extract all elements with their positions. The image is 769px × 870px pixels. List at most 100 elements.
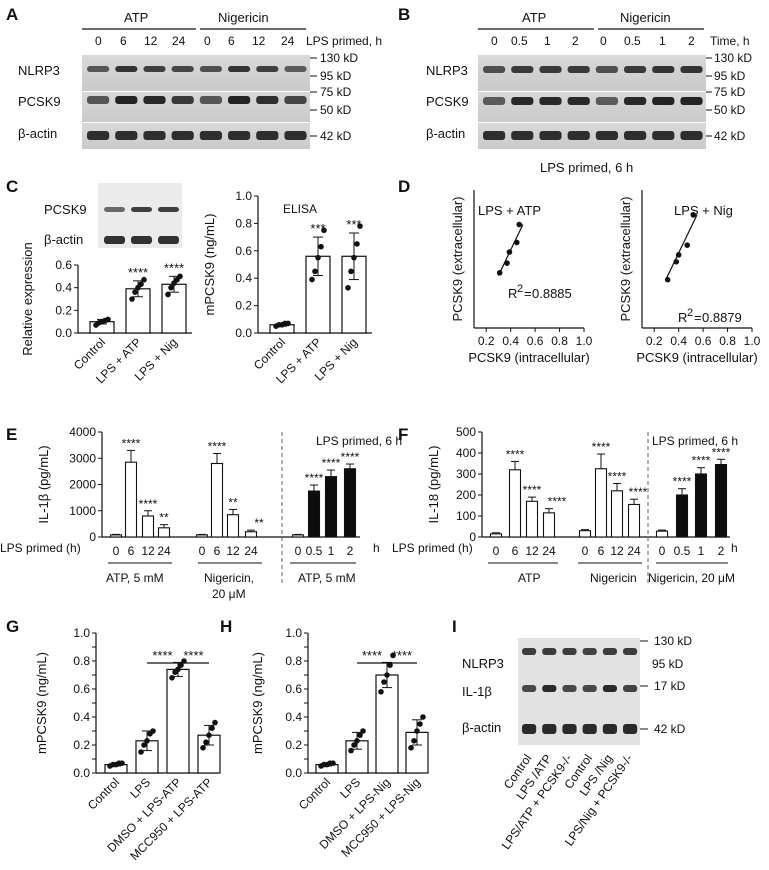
bar [675,494,689,538]
blot-band [522,648,537,655]
a-time-2: 6 [120,34,127,48]
blot-band [483,97,506,105]
data-point [348,268,354,275]
data-point [169,675,175,681]
e-h-unit: h [373,541,380,555]
b-header-suffix: Time, h [710,34,750,48]
data-point [203,739,209,745]
y-tick-label: 2000 [69,478,96,492]
b-mw-50: 50 kD [714,103,746,117]
blot-band [680,131,703,140]
blot-band [115,66,138,72]
blot-band [624,97,647,105]
blot-band [542,685,557,692]
bar [627,503,641,538]
x-tick-label: 0 [582,544,589,558]
data-point [684,242,691,248]
data-point [351,254,357,261]
blot-band [602,648,617,655]
data-point [357,223,363,229]
f-inset-label: LPS primed, 6 h [652,434,738,448]
svg-text:=: = [694,310,702,325]
bar [508,469,522,538]
y-tick-label: 100 [456,509,476,523]
blot-band [595,66,618,73]
blot-band [158,207,179,212]
significance-stars: **** [673,475,692,489]
y-tick-label: 0.4 [55,281,72,295]
b-row-nlrp3: NLRP3 [426,63,468,78]
a-row-actin: β-actin [18,126,57,141]
blot-band [623,648,638,655]
panel-i-blot: NLRP3 IL-1β β-actin 130 kD 95 kD 17 kD 4… [462,634,692,852]
y-axis-label: IL-1β (pg/mL) [36,445,51,523]
y-tick-label: 0.6 [235,244,252,258]
y-axis-label: mPCSK9 (ng/mL) [202,214,217,316]
x-tick-label: 0 [295,544,302,558]
e-group2b: 20 μM [212,587,246,601]
a-time-8: 24 [281,34,295,48]
svg-text:R: R [508,286,517,301]
y-tick-label: 0.0 [285,766,302,780]
y-tick-label: 0.4 [73,710,90,724]
x-tick-label: 0 [659,544,666,558]
blot-band [87,131,110,140]
b-mw-75: 75 kD [714,85,746,99]
svg-text:2: 2 [687,307,693,319]
blot-band [228,131,251,140]
b-time-6: 0.5 [624,34,641,48]
y-tick-label: 3000 [69,451,96,465]
blot-band [652,97,675,105]
blot-band [623,724,638,734]
a-mw-50: 50 kD [320,103,352,117]
data-point [285,320,291,327]
bar [125,288,151,334]
data-point [177,273,183,280]
x-tick-label: 1 [698,544,705,558]
panel-label-c: C [6,177,18,196]
data-point [150,728,156,734]
significance-stars: ** [228,495,238,509]
x-tick-label: 0.5 [306,544,323,558]
c-elisa-label: ELISA [283,202,317,216]
f-group3: Nigericin, 20 μM [648,571,735,585]
data-point [144,738,150,744]
bar [166,668,190,774]
panel-label-a: A [6,5,18,24]
blot-band [284,131,307,140]
e-group1: ATP, 5 mM [106,571,164,585]
bar [124,461,138,538]
data-point [420,714,426,720]
y-tick-label: 200 [456,488,476,502]
blot-band [131,207,152,212]
a-time-5: 0 [204,34,211,48]
data-point [141,742,147,748]
blot-band [562,648,577,655]
i-row-il1b: IL-1β [462,684,492,699]
data-point [315,254,321,261]
x-tick-label: 1.0 [744,334,761,348]
blot-band [256,131,279,140]
y-tick-label: 0.2 [55,303,72,317]
blot-band [542,648,557,655]
b-time-8: 2 [688,34,695,48]
y-axis-label: PCSK9 (extracellular) [450,197,465,322]
blot-band [623,685,638,692]
blot-band [228,96,251,104]
blot-band [143,131,166,140]
y-axis-label: Relative expression [20,242,35,355]
y-tick-label: 1.0 [285,626,302,640]
x-tick-label: Control [85,775,122,812]
panel-label-e: E [6,425,17,444]
b-caption: LPS primed, 6 h [540,160,633,175]
x-tick-label: 12 [226,544,240,558]
blot-band [256,96,279,104]
blot-band [567,131,590,140]
blot-band [539,131,562,140]
blot-band [199,131,222,140]
blot-band [511,97,534,105]
